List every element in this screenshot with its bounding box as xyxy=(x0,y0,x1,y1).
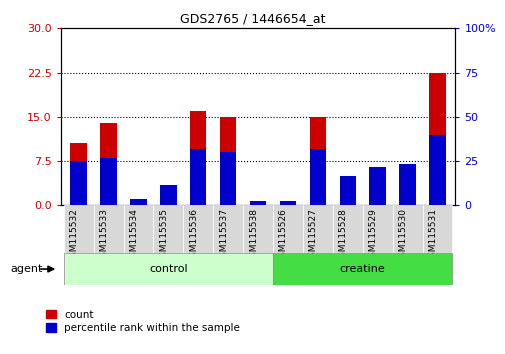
Text: GSM115536: GSM115536 xyxy=(189,208,198,263)
FancyBboxPatch shape xyxy=(332,205,362,253)
FancyBboxPatch shape xyxy=(123,205,153,253)
FancyBboxPatch shape xyxy=(93,205,123,253)
Text: GSM115528: GSM115528 xyxy=(338,208,347,263)
Text: creatine: creatine xyxy=(339,264,385,274)
Text: GSM115527: GSM115527 xyxy=(308,208,317,263)
Text: agent: agent xyxy=(10,264,42,274)
Legend: count, percentile rank within the sample: count, percentile rank within the sample xyxy=(45,310,240,333)
Bar xyxy=(160,185,176,205)
FancyBboxPatch shape xyxy=(302,205,332,253)
Bar xyxy=(309,149,325,205)
Bar xyxy=(220,117,236,205)
Text: GSM115538: GSM115538 xyxy=(248,208,258,263)
FancyBboxPatch shape xyxy=(392,205,422,253)
Text: GSM115526: GSM115526 xyxy=(278,208,287,263)
Bar xyxy=(190,149,206,205)
Bar xyxy=(428,73,445,205)
Bar xyxy=(249,201,266,205)
Text: GSM115535: GSM115535 xyxy=(159,208,168,263)
Bar xyxy=(428,135,445,205)
Bar xyxy=(190,111,206,205)
Bar xyxy=(70,161,87,205)
Bar xyxy=(249,201,266,205)
Text: GSM115532: GSM115532 xyxy=(70,208,78,263)
Bar xyxy=(70,143,87,205)
Bar xyxy=(369,170,385,205)
FancyBboxPatch shape xyxy=(153,205,183,253)
Bar xyxy=(369,167,385,205)
Bar xyxy=(279,202,295,205)
Text: GSM115533: GSM115533 xyxy=(99,208,109,263)
Bar xyxy=(339,182,356,205)
Bar xyxy=(160,185,176,205)
Text: GSM115531: GSM115531 xyxy=(428,208,437,263)
Bar xyxy=(279,201,295,205)
FancyBboxPatch shape xyxy=(273,205,302,253)
Bar xyxy=(130,199,146,205)
FancyBboxPatch shape xyxy=(242,205,273,253)
FancyBboxPatch shape xyxy=(422,205,451,253)
Bar xyxy=(100,158,117,205)
FancyBboxPatch shape xyxy=(362,205,392,253)
Text: GSM115529: GSM115529 xyxy=(368,208,377,263)
FancyBboxPatch shape xyxy=(64,253,273,285)
Bar xyxy=(398,164,415,205)
FancyBboxPatch shape xyxy=(273,253,451,285)
FancyBboxPatch shape xyxy=(64,205,93,253)
FancyBboxPatch shape xyxy=(183,205,213,253)
Text: GDS2765 / 1446654_at: GDS2765 / 1446654_at xyxy=(180,12,325,25)
Text: GSM115534: GSM115534 xyxy=(129,208,138,263)
Text: GSM115537: GSM115537 xyxy=(219,208,228,263)
Text: GSM115530: GSM115530 xyxy=(398,208,407,263)
Bar xyxy=(398,164,415,205)
Bar xyxy=(339,176,356,205)
FancyBboxPatch shape xyxy=(213,205,242,253)
Bar xyxy=(220,152,236,205)
Bar xyxy=(100,123,117,205)
Text: control: control xyxy=(149,264,187,274)
Bar xyxy=(309,117,325,205)
Bar xyxy=(130,199,146,205)
